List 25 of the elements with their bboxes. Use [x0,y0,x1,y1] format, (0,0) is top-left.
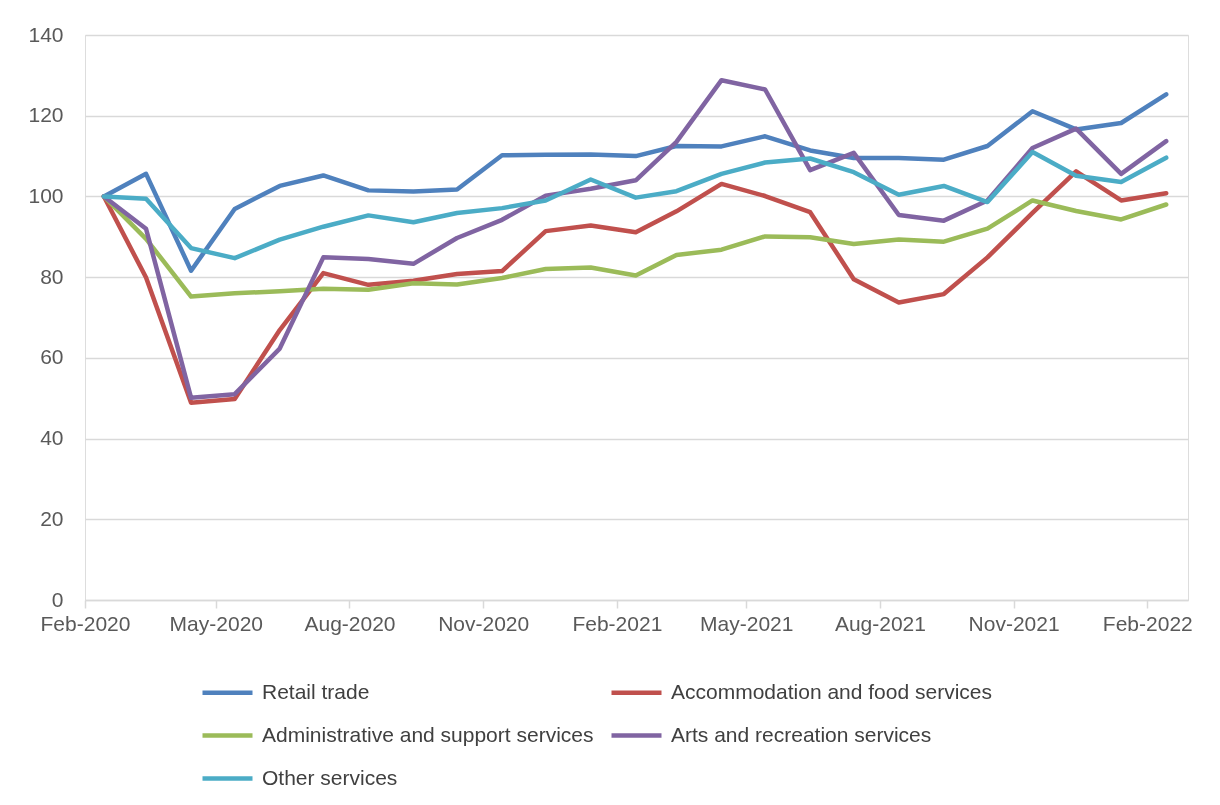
y-tick-label: 120 [28,103,64,127]
x-tick-label: Aug-2021 [834,611,926,635]
x-tick-label: Feb-2021 [572,611,663,635]
legend-label: Other services [262,765,398,789]
y-tick-label: 100 [28,183,64,207]
y-tick-label: 80 [40,264,64,288]
x-tick-label: Aug-2020 [304,611,396,635]
y-tick-label: 60 [40,345,64,369]
line-series [101,149,1169,261]
x-tick-label: May-2021 [700,611,794,635]
line-series [101,77,1169,401]
legend-label: Retail trade [262,679,370,703]
y-tick-label: 20 [40,506,64,530]
y-tick-label: 40 [40,426,64,450]
legend-label: Administrative and support services [262,722,594,746]
y-tick-label: 140 [28,22,64,46]
x-tick-label: May-2020 [169,611,263,635]
x-tick-label: Feb-2022 [1102,611,1193,635]
x-tick-label: Nov-2021 [968,611,1060,635]
x-tick-label: Feb-2020 [40,611,131,635]
y-tick-label: 0 [51,587,64,611]
x-tick-label: Nov-2020 [438,611,530,635]
legend-label: Arts and recreation services [671,722,932,746]
legend-label: Accommodation and food services [671,679,992,703]
line-series [101,169,1169,405]
